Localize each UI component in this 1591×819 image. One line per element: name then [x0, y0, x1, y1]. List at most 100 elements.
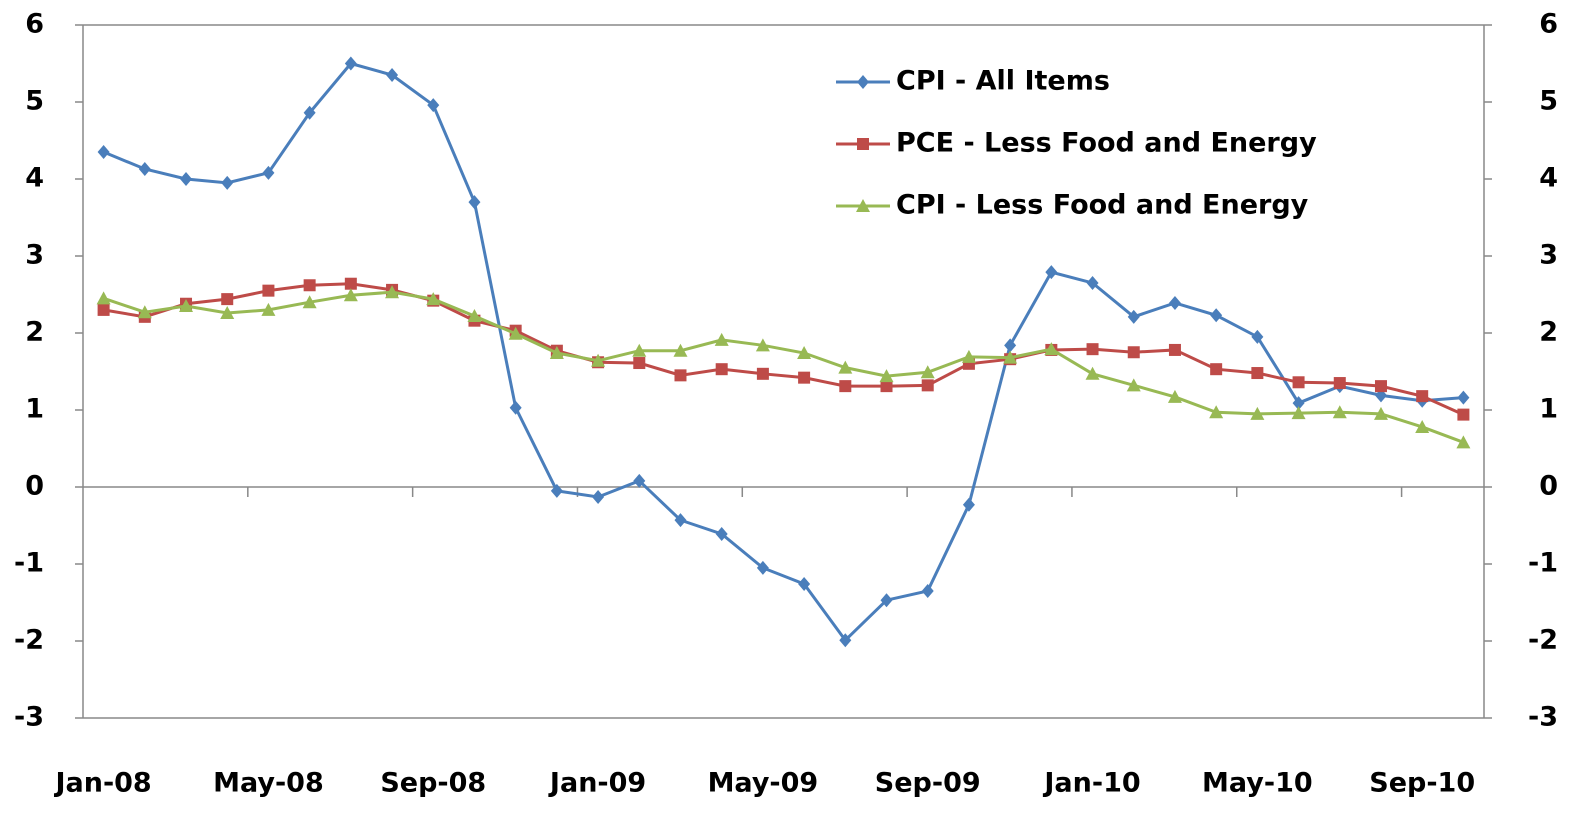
point	[261, 302, 276, 316]
point	[1003, 350, 1018, 364]
x-tick-label: Sep-08	[380, 768, 486, 799]
y-tick-label: -1	[14, 548, 44, 579]
point	[755, 338, 770, 352]
point	[137, 305, 152, 319]
y2-tick-label: 6	[1539, 9, 1558, 40]
point	[756, 560, 769, 575]
x-tick-label: May-09	[708, 768, 819, 799]
legend-marker	[857, 138, 869, 150]
y2-tick-label: 4	[1539, 163, 1558, 194]
point	[468, 195, 481, 210]
point	[302, 295, 317, 309]
y2-tick-label: 2	[1539, 317, 1558, 348]
point	[1415, 419, 1430, 433]
y-tick-label: 5	[25, 86, 44, 117]
point	[550, 483, 563, 498]
x-tick-label: Jan-08	[53, 768, 151, 799]
point	[880, 593, 893, 608]
point	[921, 583, 934, 598]
point	[1373, 406, 1388, 420]
point	[180, 172, 193, 186]
point	[220, 305, 235, 319]
y2-tick-label: 5	[1539, 86, 1558, 117]
point	[1250, 406, 1265, 420]
y2-tick-label: -2	[1528, 625, 1558, 656]
point	[1416, 390, 1429, 403]
point	[1127, 309, 1140, 324]
legend-marker	[857, 75, 869, 89]
point	[798, 371, 811, 384]
y-tick-label: 6	[25, 9, 44, 40]
point	[1291, 406, 1306, 420]
point	[921, 379, 934, 392]
point	[467, 309, 482, 323]
x-tick-label: May-08	[213, 768, 324, 799]
point	[303, 279, 316, 292]
point	[1168, 295, 1181, 310]
point	[1085, 366, 1100, 380]
point	[592, 490, 605, 505]
point	[426, 292, 441, 306]
point	[674, 369, 687, 382]
point	[179, 299, 194, 313]
point	[262, 165, 275, 180]
point	[1086, 275, 1099, 290]
point	[674, 513, 687, 528]
legend-label: PCE - Less Food and Energy	[896, 128, 1317, 159]
point	[1209, 405, 1224, 419]
point	[839, 633, 852, 648]
point	[509, 400, 522, 415]
point	[385, 285, 400, 299]
point	[1044, 342, 1059, 356]
y-tick-label: -2	[14, 625, 44, 656]
y2-tick-label: 0	[1539, 471, 1558, 502]
y2-tick-label: 3	[1539, 240, 1558, 271]
point	[1457, 390, 1470, 405]
point	[303, 105, 316, 120]
point	[879, 369, 894, 383]
y-tick-label: 4	[25, 163, 44, 194]
y-tick-label: -3	[14, 702, 44, 733]
y-tick-label: 0	[25, 471, 44, 502]
point	[344, 56, 357, 71]
point	[1086, 343, 1099, 356]
point	[343, 288, 358, 302]
x-tick-label: May-10	[1202, 768, 1313, 799]
point	[838, 360, 853, 374]
legend-marker	[856, 199, 870, 212]
point	[1167, 389, 1182, 403]
point	[797, 346, 812, 360]
point	[1251, 367, 1264, 380]
point	[1004, 338, 1017, 353]
point	[1292, 396, 1305, 411]
point	[96, 291, 111, 305]
y2-tick-label: 1	[1539, 394, 1558, 425]
y-tick-label: 3	[25, 240, 44, 271]
point	[962, 497, 975, 512]
point	[1127, 346, 1140, 359]
legend-label: CPI - All Items	[896, 66, 1110, 97]
point	[715, 363, 728, 376]
point	[221, 293, 234, 306]
series-line	[103, 61, 1464, 643]
legend-label: CPI - Less Food and Energy	[896, 190, 1309, 221]
x-tick-label: Sep-09	[875, 768, 981, 799]
x-tick-label: Jan-10	[1042, 768, 1140, 799]
point	[633, 473, 646, 488]
point	[756, 367, 769, 380]
point	[920, 365, 935, 379]
point	[1457, 408, 1470, 421]
y-tick-label: 1	[25, 394, 44, 425]
point	[1210, 363, 1223, 376]
x-tick-label: Jan-09	[548, 768, 646, 799]
point	[97, 303, 110, 316]
point	[1374, 380, 1387, 393]
point	[221, 175, 234, 190]
point	[97, 145, 110, 160]
y2-tick-label: -3	[1528, 702, 1558, 733]
x-tick-label: Sep-10	[1369, 768, 1475, 799]
point	[1333, 377, 1346, 390]
point	[1126, 378, 1141, 392]
